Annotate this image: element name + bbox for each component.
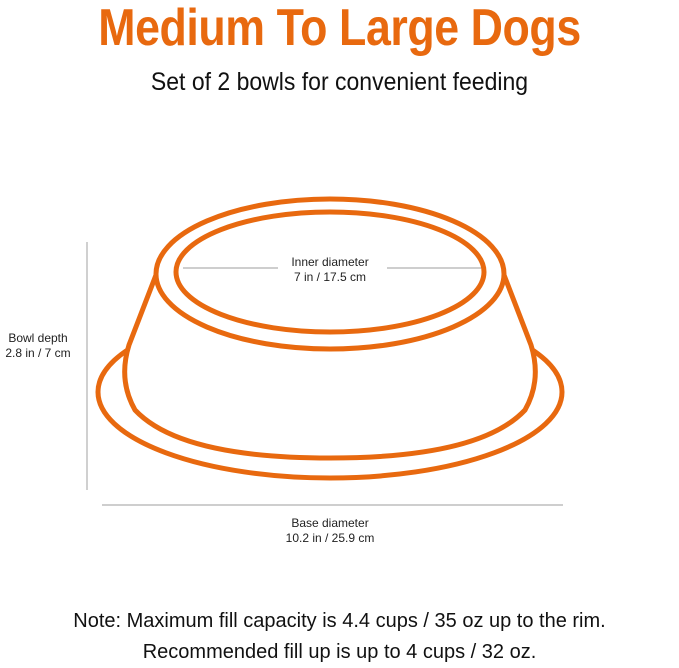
inner-diameter-title: Inner diameter <box>291 255 369 269</box>
base-diameter-title: Base diameter <box>291 516 369 530</box>
base-diameter-label: Base diameter 10.2 in / 25.9 cm <box>270 516 390 546</box>
subtitle: Set of 2 bowls for convenient feeding <box>150 68 529 96</box>
inner-diameter-value: 7 in / 17.5 cm <box>293 270 367 284</box>
page-title: Medium To Large Dogs <box>98 0 581 57</box>
outer-rim <box>153 196 507 352</box>
base-diameter-value: 10.2 in / 25.9 cm <box>285 531 375 545</box>
inner-diameter-label: Inner diameter 7 in / 17.5 cm <box>270 255 390 285</box>
note-recommended: Recommended fill up is up to 4 cups / 32… <box>142 641 537 663</box>
bowl-depth-title: Bowl depth <box>8 331 68 345</box>
note-capacity: Note: Maximum fill capacity is 4.4 cups … <box>73 610 606 632</box>
inner-rim <box>173 209 487 335</box>
bowl-depth-value: 2.8 in / 7 cm <box>5 346 71 360</box>
bowl-depth-label: Bowl depth 2.8 in / 7 cm <box>0 331 76 361</box>
